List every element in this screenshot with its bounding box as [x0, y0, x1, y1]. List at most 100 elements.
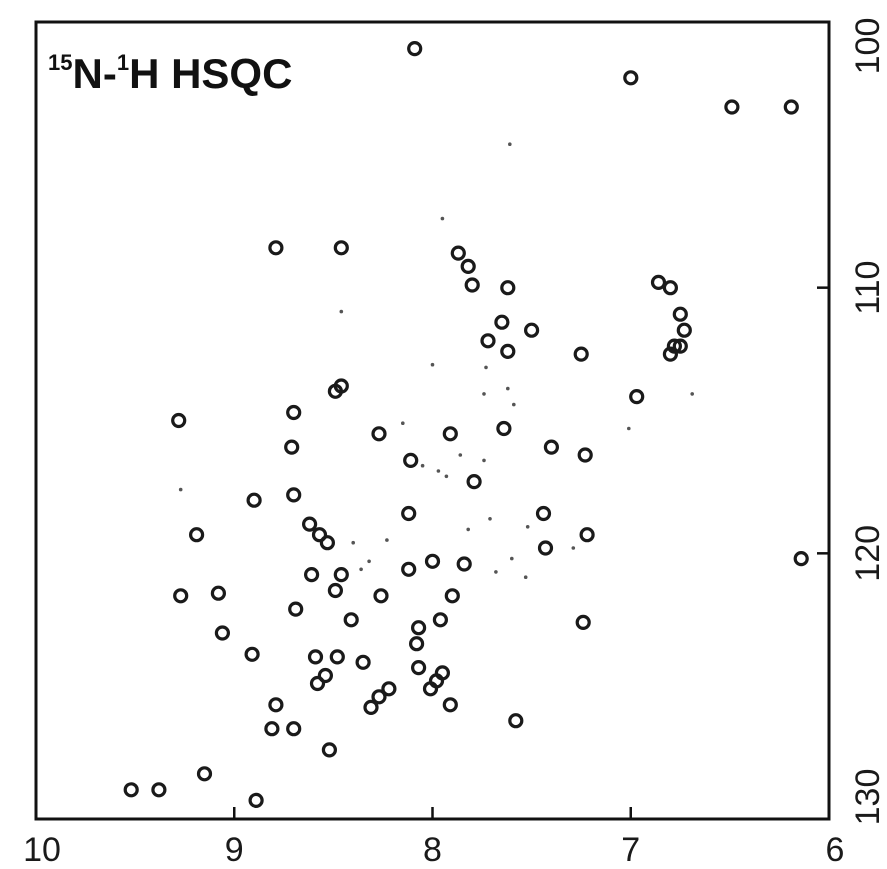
peak-6 — [333, 240, 349, 256]
peak-8 — [460, 258, 476, 274]
peak-76 — [363, 699, 379, 716]
peak-44 — [579, 527, 595, 543]
peak-59 — [411, 620, 427, 636]
peak-33 — [577, 447, 593, 463]
peak-43 — [319, 535, 335, 551]
peak-57 — [343, 612, 359, 628]
title-part-hsqc: H HSQC — [129, 50, 292, 97]
minor-peak-20 — [351, 540, 356, 545]
peak-31 — [284, 439, 300, 455]
minor-peak-5 — [484, 365, 488, 370]
peak-61 — [214, 625, 230, 641]
peak-48 — [456, 556, 472, 572]
peak-53 — [327, 582, 343, 599]
peak-47 — [401, 561, 417, 577]
peak-35 — [466, 474, 482, 490]
peak-73 — [371, 689, 387, 705]
y-tick-label-120: 120 — [849, 525, 887, 582]
peak-79 — [286, 721, 302, 737]
peak-60 — [575, 614, 591, 631]
minor-peak-21 — [385, 538, 389, 542]
peak-70 — [309, 675, 326, 692]
peak-2 — [623, 70, 639, 86]
y-tick-label-130: 130 — [849, 769, 887, 826]
plot-frame — [34, 20, 831, 821]
minor-peak-16 — [482, 458, 486, 463]
peak-16 — [494, 314, 510, 330]
minor-peak-3 — [339, 309, 344, 314]
peak-62 — [409, 636, 425, 652]
minor-peak-11 — [401, 421, 405, 426]
peak-51 — [173, 588, 189, 604]
minor-peak-18 — [488, 517, 492, 521]
minor-peak-12 — [458, 453, 463, 457]
peak-24 — [327, 383, 343, 399]
peak-63 — [244, 646, 260, 662]
peak-19 — [500, 343, 516, 359]
x-tick-label-9: 9 — [225, 831, 244, 869]
peak-30 — [496, 420, 512, 437]
peak-22 — [672, 338, 688, 354]
peak-67 — [411, 659, 427, 676]
peak-40 — [189, 527, 205, 543]
x-tick-label-8: 8 — [423, 831, 442, 869]
peak-81 — [321, 742, 337, 758]
peak-37 — [286, 487, 302, 503]
peak-56 — [288, 601, 304, 617]
minor-peak-19 — [466, 527, 471, 532]
minor-peak-22 — [367, 559, 371, 564]
peak-80 — [508, 713, 524, 729]
peak-26 — [171, 412, 187, 429]
peak-41 — [302, 516, 318, 532]
peak-45 — [537, 540, 554, 556]
peak-52 — [210, 585, 226, 601]
minor-peak-8 — [512, 402, 516, 407]
minor-peak-9 — [690, 392, 694, 396]
peak-25 — [629, 389, 645, 405]
peak-64 — [307, 649, 324, 665]
peak-14 — [676, 322, 692, 338]
peak-38 — [401, 505, 417, 522]
peak-74 — [422, 681, 439, 697]
minor-peak-27 — [525, 525, 530, 529]
peak-20 — [573, 346, 589, 362]
minor-peak-7 — [506, 386, 510, 391]
minor-peak-15 — [420, 463, 425, 468]
minor-peak-14 — [436, 469, 441, 473]
peak-13 — [672, 306, 688, 322]
peak-28 — [371, 426, 387, 442]
peak-9 — [464, 277, 480, 293]
peak-42 — [311, 527, 328, 543]
peak-7 — [450, 245, 466, 261]
minor-peak-6 — [482, 392, 486, 396]
peak-66 — [355, 654, 371, 670]
peak-27 — [286, 404, 302, 421]
peak-49 — [304, 566, 320, 583]
minor-peak-24 — [494, 570, 498, 574]
peak-32 — [543, 439, 560, 455]
peaks-layer — [123, 40, 809, 809]
peak-17 — [523, 322, 540, 338]
minor-peak-25 — [523, 575, 528, 579]
x-tick-label-6: 6 — [826, 831, 845, 869]
peak-11 — [650, 274, 667, 290]
peak-29 — [442, 426, 458, 442]
minor-peak-10 — [627, 426, 631, 431]
peak-77 — [442, 697, 458, 713]
minor-peak-13 — [444, 474, 449, 479]
y-tick-label-110: 110 — [849, 261, 887, 315]
chart-title: 15N-1H HSQC — [48, 50, 292, 97]
peak-36 — [246, 492, 262, 508]
peak-83 — [123, 782, 139, 798]
peak-78 — [264, 721, 280, 737]
minor-peak-2 — [440, 216, 445, 221]
minor-peak-28 — [571, 546, 576, 550]
peak-4 — [783, 99, 799, 115]
y-tick-label-100: 100 — [849, 18, 887, 75]
peak-10 — [500, 280, 516, 296]
peak-12 — [662, 280, 679, 296]
title-part-n: N- — [72, 50, 116, 97]
peak-34 — [403, 452, 419, 468]
peak-65 — [329, 649, 345, 665]
